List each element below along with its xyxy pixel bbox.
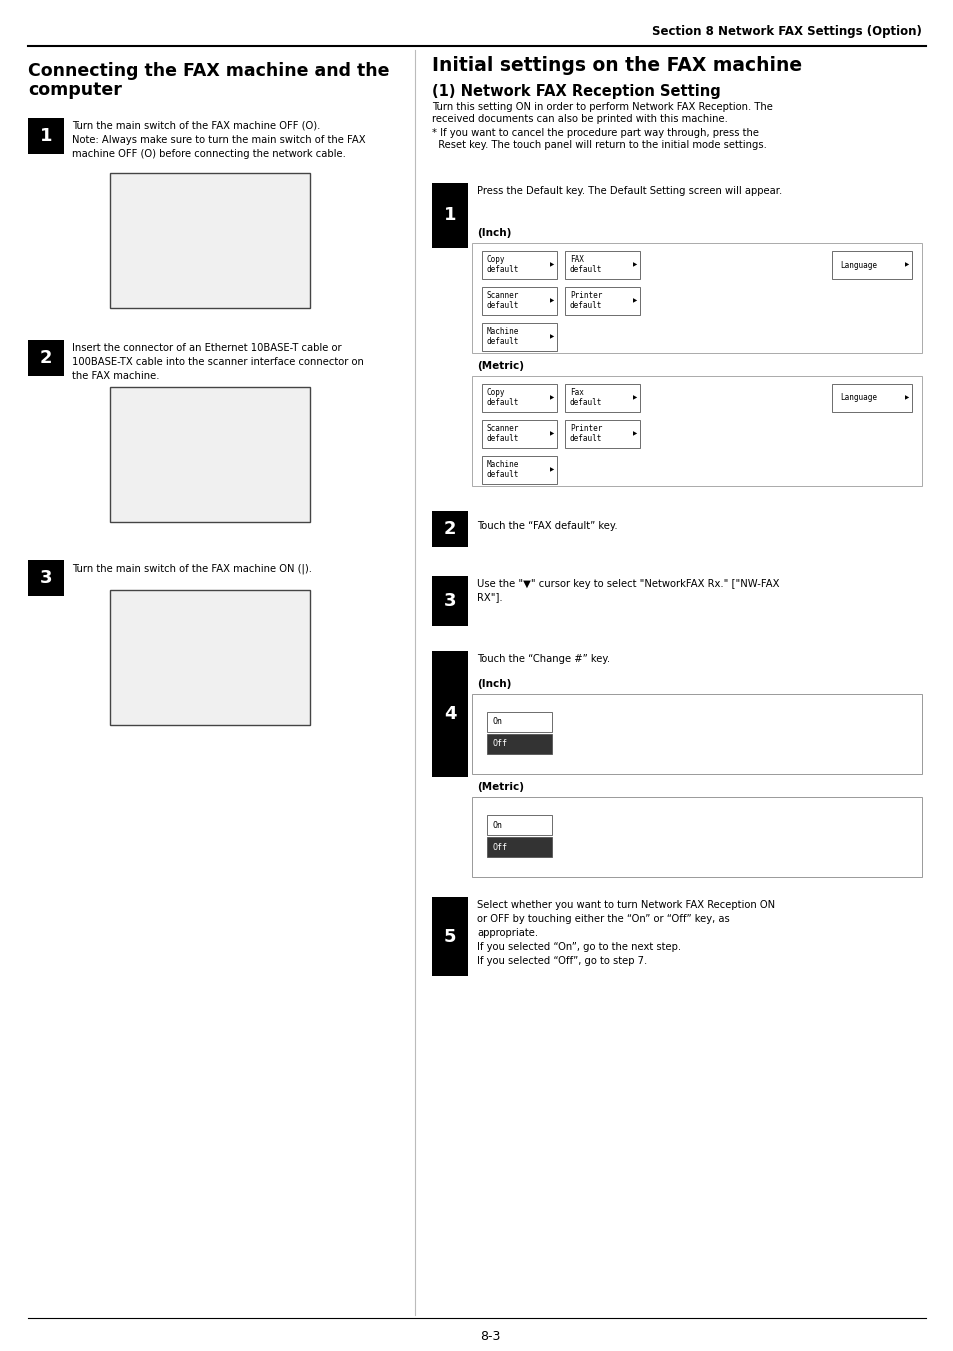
Bar	[432, 897, 468, 977]
Bar	[110, 386, 310, 521]
Text: * If you want to cancel the procedure part way through, press the: * If you want to cancel the procedure pa…	[432, 128, 759, 138]
Text: ▶: ▶	[632, 262, 637, 267]
Bar	[432, 511, 468, 547]
Bar	[831, 251, 911, 280]
Text: 3: 3	[443, 592, 456, 611]
Text: Scanner
default: Scanner default	[486, 424, 518, 443]
Bar	[432, 576, 468, 627]
Text: Touch the “FAX default” key.: Touch the “FAX default” key.	[476, 521, 617, 531]
Text: Turn the main switch of the FAX machine ON (|).: Turn the main switch of the FAX machine …	[71, 563, 312, 574]
Text: ▶: ▶	[549, 335, 554, 339]
Text: Use the "▼" cursor key to select "NetworkFAX Rx." ["NW-FAX
RX"].: Use the "▼" cursor key to select "Networ…	[476, 580, 779, 603]
Bar	[110, 590, 310, 725]
Bar	[472, 243, 921, 353]
Bar	[110, 173, 310, 308]
Bar	[432, 651, 468, 777]
Text: Language: Language	[840, 261, 876, 269]
Text: Machine
default: Machine default	[486, 459, 518, 480]
Text: (Inch): (Inch)	[476, 680, 511, 689]
Text: 5: 5	[443, 928, 456, 946]
Text: ▶: ▶	[632, 299, 637, 304]
Text: (Inch): (Inch)	[476, 228, 511, 238]
Text: Off: Off	[493, 739, 507, 748]
Text: ▶: ▶	[549, 396, 554, 400]
Bar	[486, 734, 552, 754]
Bar	[472, 694, 921, 774]
Bar	[481, 420, 557, 449]
Text: Language: Language	[840, 393, 876, 403]
Text: 4: 4	[443, 705, 456, 723]
Text: Copy
default: Copy default	[486, 255, 518, 274]
Text: 2: 2	[443, 520, 456, 538]
Bar	[564, 420, 639, 449]
Text: Press the Default key. The Default Setting screen will appear.: Press the Default key. The Default Setti…	[476, 186, 781, 196]
Text: FAX
default: FAX default	[569, 255, 601, 274]
Bar	[564, 384, 639, 412]
Text: 8-3: 8-3	[479, 1329, 499, 1343]
Text: ▶: ▶	[903, 262, 908, 267]
Bar	[432, 182, 468, 247]
Text: On: On	[493, 717, 502, 727]
Text: Copy
default: Copy default	[486, 388, 518, 408]
Text: Section 8 Network FAX Settings (Option): Section 8 Network FAX Settings (Option)	[652, 26, 921, 38]
Text: Scanner
default: Scanner default	[486, 290, 518, 311]
Text: Machine
default: Machine default	[486, 327, 518, 346]
Text: 1: 1	[40, 127, 52, 145]
Bar	[472, 376, 921, 486]
Text: Printer
default: Printer default	[569, 290, 601, 311]
Text: Fax
default: Fax default	[569, 388, 601, 408]
Bar	[481, 323, 557, 351]
Bar	[472, 797, 921, 877]
Text: 3: 3	[40, 569, 52, 586]
Bar	[564, 251, 639, 280]
Text: ▶: ▶	[549, 467, 554, 473]
Text: received documents can also be printed with this machine.: received documents can also be printed w…	[432, 113, 727, 124]
Text: Reset key. The touch panel will return to the initial mode settings.: Reset key. The touch panel will return t…	[432, 141, 766, 150]
Bar	[481, 457, 557, 484]
Text: Printer
default: Printer default	[569, 424, 601, 443]
Text: 1: 1	[443, 207, 456, 224]
Text: Insert the connector of an Ethernet 10BASE-T cable or
100BASE-TX cable into the : Insert the connector of an Ethernet 10BA…	[71, 343, 363, 381]
Text: Turn this setting ON in order to perform Network FAX Reception. The: Turn this setting ON in order to perform…	[432, 101, 772, 112]
Text: ▶: ▶	[549, 299, 554, 304]
Text: ▶: ▶	[903, 396, 908, 400]
Bar	[486, 815, 552, 835]
Text: Select whether you want to turn Network FAX Reception ON
or OFF by touching eith: Select whether you want to turn Network …	[476, 900, 774, 966]
Text: ▶: ▶	[632, 431, 637, 436]
Text: Turn the main switch of the FAX machine OFF (O).
Note: Always make sure to turn : Turn the main switch of the FAX machine …	[71, 122, 365, 159]
Text: Touch the “Change #” key.: Touch the “Change #” key.	[476, 654, 610, 663]
Bar	[481, 384, 557, 412]
Bar	[481, 251, 557, 280]
Bar	[481, 286, 557, 315]
Text: On: On	[493, 820, 502, 830]
Text: ▶: ▶	[549, 262, 554, 267]
Text: Off: Off	[493, 843, 507, 851]
Text: 2: 2	[40, 349, 52, 367]
Text: (Metric): (Metric)	[476, 782, 523, 792]
Bar	[831, 384, 911, 412]
Text: ▶: ▶	[632, 396, 637, 400]
Text: Connecting the FAX machine and the: Connecting the FAX machine and the	[28, 62, 389, 80]
Bar	[28, 561, 64, 596]
Text: ▶: ▶	[549, 431, 554, 436]
Bar	[564, 286, 639, 315]
Text: computer: computer	[28, 81, 122, 99]
Bar	[28, 118, 64, 154]
Bar	[28, 340, 64, 376]
Bar	[486, 712, 552, 732]
Text: Initial settings on the FAX machine: Initial settings on the FAX machine	[432, 55, 801, 76]
Text: (Metric): (Metric)	[476, 361, 523, 372]
Text: (1) Network FAX Reception Setting: (1) Network FAX Reception Setting	[432, 84, 720, 99]
Bar	[486, 838, 552, 857]
